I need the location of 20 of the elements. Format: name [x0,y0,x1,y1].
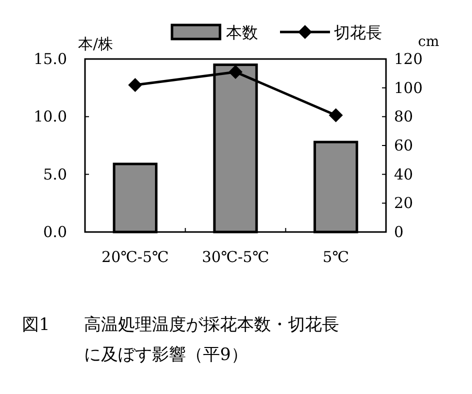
ylabel: 本/株 [78,35,114,53]
y2tick: 100 [394,78,423,97]
y2label: cm [418,34,440,50]
ytick: 0.0 [43,223,67,241]
legend-label: 本数 [226,23,258,42]
y2tick: 80 [394,108,414,126]
ytick: 15.0 [34,50,67,68]
caption: 図1 [22,314,50,337]
xtick: 5℃ [322,248,349,266]
y2tick: 40 [394,165,414,184]
y2tick: 20 [394,194,414,212]
y2tick: 60 [394,136,414,154]
xtick: 20℃-5℃ [102,248,169,266]
y2tick: 120 [394,50,423,68]
ytick: 10.0 [34,108,67,126]
text: 高温処理温度が採花本数・切花長に及ぼす影響（平9） [84,314,340,367]
y2tick: 0 [394,223,404,241]
legend-label: 切花長 [334,23,382,42]
xtick: 30℃-5℃ [202,248,270,266]
ytick: 5.0 [43,165,67,184]
